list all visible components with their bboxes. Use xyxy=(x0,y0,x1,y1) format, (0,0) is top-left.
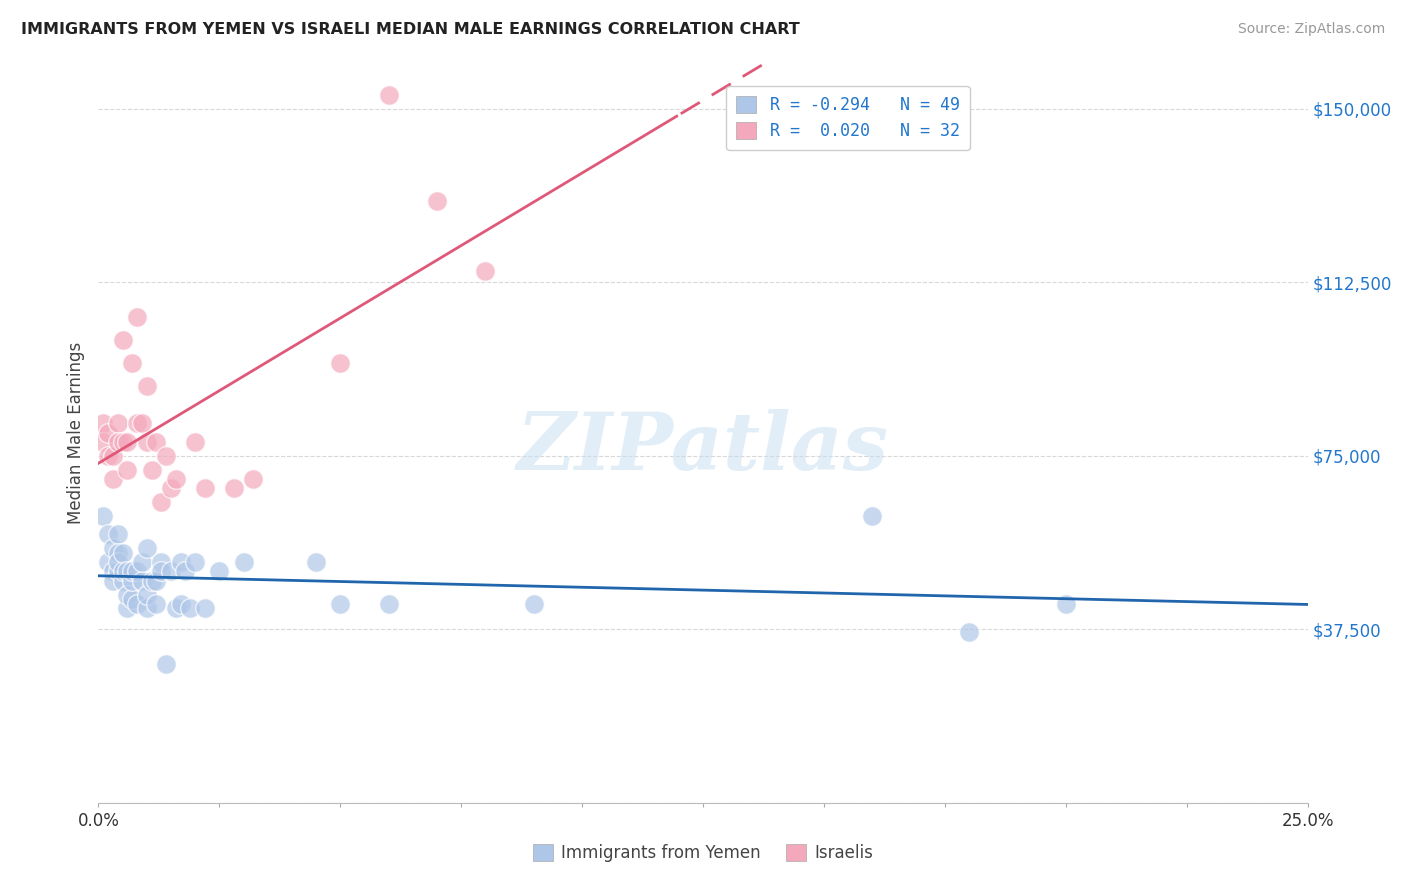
Point xyxy=(135,434,157,449)
Point xyxy=(117,462,139,476)
Point xyxy=(242,472,264,486)
Point xyxy=(222,481,245,495)
Point xyxy=(121,565,143,579)
Point xyxy=(184,434,207,449)
Point xyxy=(121,356,143,370)
Point xyxy=(1054,597,1077,611)
Point xyxy=(91,434,114,449)
Point xyxy=(155,449,177,463)
Point xyxy=(377,597,399,611)
Point xyxy=(117,588,139,602)
Point xyxy=(131,417,153,431)
Point xyxy=(135,601,157,615)
Point xyxy=(117,434,139,449)
Point xyxy=(117,565,139,579)
Text: Source: ZipAtlas.com: Source: ZipAtlas.com xyxy=(1237,22,1385,37)
Point xyxy=(111,546,134,560)
Point xyxy=(141,462,163,476)
Point xyxy=(111,333,134,347)
Point xyxy=(107,546,129,560)
Point xyxy=(165,601,187,615)
Point xyxy=(523,597,546,611)
Point xyxy=(957,624,980,639)
Text: ZIPatlas: ZIPatlas xyxy=(517,409,889,486)
Point xyxy=(232,555,254,569)
Point xyxy=(127,417,149,431)
Point xyxy=(150,555,173,569)
Point xyxy=(107,417,129,431)
Point xyxy=(101,574,124,588)
Point xyxy=(107,527,129,541)
Point xyxy=(111,434,134,449)
Point xyxy=(179,601,201,615)
Point xyxy=(107,555,129,569)
Point xyxy=(97,425,120,440)
Point xyxy=(97,555,120,569)
Point xyxy=(121,592,143,607)
Point xyxy=(131,574,153,588)
Legend: R = -0.294   N = 49, R =  0.020   N = 32: R = -0.294 N = 49, R = 0.020 N = 32 xyxy=(727,86,970,150)
Point xyxy=(184,555,207,569)
Point xyxy=(169,555,191,569)
Point xyxy=(101,449,124,463)
Point xyxy=(107,565,129,579)
Point xyxy=(127,310,149,324)
Point xyxy=(150,495,173,509)
Point xyxy=(155,657,177,671)
Point xyxy=(329,356,352,370)
Point xyxy=(101,565,124,579)
Point xyxy=(194,481,217,495)
Point xyxy=(97,449,120,463)
Point xyxy=(377,87,399,102)
Point xyxy=(174,565,197,579)
Point xyxy=(165,472,187,486)
Point xyxy=(117,601,139,615)
Point xyxy=(91,508,114,523)
Text: IMMIGRANTS FROM YEMEN VS ISRAELI MEDIAN MALE EARNINGS CORRELATION CHART: IMMIGRANTS FROM YEMEN VS ISRAELI MEDIAN … xyxy=(21,22,800,37)
Point xyxy=(141,574,163,588)
Point xyxy=(169,597,191,611)
Point xyxy=(208,565,231,579)
Point xyxy=(426,194,449,209)
Point xyxy=(160,481,183,495)
Point xyxy=(194,601,217,615)
Point xyxy=(101,541,124,556)
Point xyxy=(135,588,157,602)
Point xyxy=(107,434,129,449)
Point xyxy=(329,597,352,611)
Point xyxy=(145,574,167,588)
Point xyxy=(135,379,157,393)
Point xyxy=(305,555,328,569)
Point xyxy=(135,541,157,556)
Point xyxy=(127,565,149,579)
Point xyxy=(127,597,149,611)
Point xyxy=(121,574,143,588)
Point xyxy=(145,434,167,449)
Point xyxy=(860,508,883,523)
Point xyxy=(160,565,183,579)
Point xyxy=(91,417,114,431)
Point xyxy=(131,555,153,569)
Point xyxy=(97,527,120,541)
Point xyxy=(150,565,173,579)
Y-axis label: Median Male Earnings: Median Male Earnings xyxy=(66,342,84,524)
Point xyxy=(111,565,134,579)
Point xyxy=(474,263,496,277)
Point xyxy=(145,597,167,611)
Point xyxy=(111,574,134,588)
Point xyxy=(101,472,124,486)
